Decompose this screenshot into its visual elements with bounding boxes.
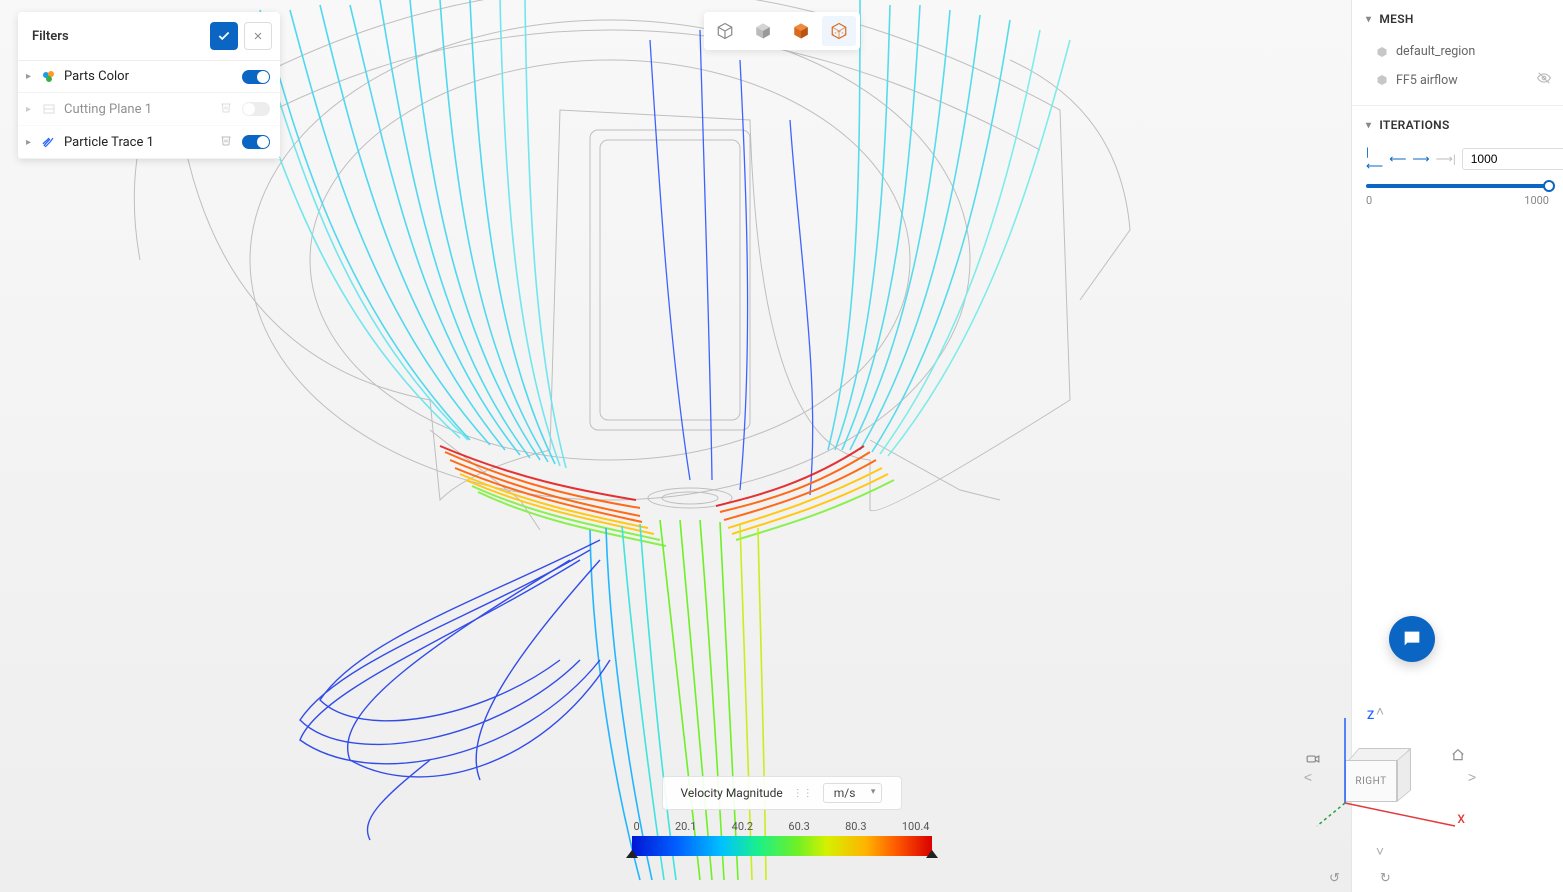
legend-tick: 40.2 [732,820,753,833]
cutting-plane-icon [42,102,56,116]
legend-field-label: Velocity Magnitude [681,786,783,800]
iterations-title: ITERATIONS [1379,118,1449,132]
delete-filter-button[interactable] [220,134,234,150]
iteration-prev-button[interactable]: ⟵ [1389,148,1406,170]
chevron-down-icon: ▾ [1366,14,1371,25]
check-icon [217,29,231,43]
iteration-first-button[interactable]: |⟵ [1366,148,1383,170]
expand-icon[interactable]: ▸ [26,104,34,115]
navcube-front-face[interactable]: RIGHT [1345,760,1397,802]
eye-off-icon [1537,71,1551,85]
filter-toggle-particle-trace[interactable] [242,135,270,149]
legend-tick: 60.3 [788,820,809,833]
filter-row-particle-trace[interactable]: ▸ Particle Trace 1 [18,126,280,159]
cube-shaded-icon [754,22,772,40]
mesh-section-header[interactable]: ▾ MESH [1352,0,1563,38]
render-mode-wireframe[interactable] [708,16,742,46]
legend-header[interactable]: Velocity Magnitude ⋮⋮ m/s [662,776,902,810]
filter-row-cutting-plane[interactable]: ▸ Cutting Plane 1 [18,93,280,126]
iteration-controls: |⟵ ⟵ ⟶ ⟶| [1352,144,1563,174]
slider-thumb[interactable] [1543,180,1555,192]
delete-filter-button[interactable] [220,101,234,117]
cube-orange-icon [792,22,810,40]
iteration-next-button[interactable]: ⟶ [1412,148,1429,170]
mesh-item-label: default_region [1396,44,1551,59]
render-mode-shaded-edges[interactable] [784,16,818,46]
expand-icon[interactable]: ▸ [26,71,34,82]
view-rotate-up[interactable]: ˄ [1371,702,1389,720]
filters-apply-button[interactable] [210,22,238,50]
filter-toggle-parts-color[interactable] [242,70,270,84]
drag-handle-icon[interactable]: ⋮⋮ [793,788,813,799]
filters-title: Filters [32,29,69,44]
view-roll-cw[interactable]: ↻ [1380,871,1391,886]
filter-label: Parts Color [64,69,234,84]
navcube[interactable]: RIGHT [1345,748,1417,806]
legend-tick: 80.3 [845,820,866,833]
view-rotate-right[interactable]: ˃ [1463,768,1481,786]
trash-icon [220,134,232,146]
iteration-slider[interactable] [1366,184,1549,188]
mesh-cube-icon [1376,74,1388,86]
iteration-value-input[interactable] [1462,148,1563,170]
mesh-cube-icon [1376,46,1388,58]
trash-icon [220,101,232,113]
iteration-last-button[interactable]: ⟶| [1436,148,1456,170]
filters-header: Filters [18,12,280,61]
visibility-toggle[interactable] [1537,71,1551,89]
chevron-down-icon: ▾ [1366,120,1371,131]
expand-icon[interactable]: ▸ [26,137,34,148]
slider-max: 1000 [1524,194,1549,207]
cube-transparent-icon [830,22,848,40]
chat-icon [1401,628,1423,650]
view-rotate-down[interactable]: ˅ [1371,842,1389,860]
filter-row-parts-color[interactable]: ▸ Parts Color [18,61,280,93]
legend-unit-select[interactable]: m/s [823,783,883,803]
render-mode-toolbar [704,12,860,50]
render-mode-transparent[interactable] [822,16,856,46]
legend-tick: 20.1 [675,820,696,833]
legend-gradient[interactable] [632,836,932,856]
slider-min: 0 [1366,194,1372,207]
mesh-item-label: FF5 airflow [1396,73,1529,88]
filter-label: Particle Trace 1 [64,135,212,150]
view-roll-ccw[interactable]: ↺ [1329,871,1340,886]
iterations-section-header[interactable]: ▾ ITERATIONS [1352,105,1563,144]
colormap-legend: Velocity Magnitude ⋮⋮ m/s 0 20.1 40.2 60… [632,776,932,856]
filters-close-button[interactable] [244,22,272,50]
help-chat-button[interactable] [1389,616,1435,662]
mesh-title: MESH [1379,12,1413,26]
filter-label: Cutting Plane 1 [64,102,212,117]
legend-tick: 100.4 [902,820,930,833]
close-icon [252,30,264,42]
iteration-slider-wrap: 0 1000 [1352,174,1563,213]
legend-tick: 0 [634,820,640,833]
cube-wireframe-icon [716,22,734,40]
filters-panel: Filters ▸ Parts Color ▸ Cutting Plane 1 … [18,12,280,159]
mesh-list: default_region FF5 airflow [1352,38,1563,105]
particle-trace-icon [42,135,56,149]
render-mode-shaded[interactable] [746,16,780,46]
home-view-button[interactable] [1451,748,1465,766]
view-orientation-gizmo: Z X RIGHT ˄ ˅ ˂ ˃ ↺ ↻ [1305,708,1455,858]
legend-ticks: 0 20.1 40.2 60.3 80.3 100.4 [632,820,932,833]
mesh-item[interactable]: FF5 airflow [1376,65,1551,95]
view-rotate-left[interactable]: ˂ [1299,768,1317,786]
axis-x-label: X [1457,812,1465,826]
parts-color-icon [42,70,56,84]
filter-toggle-cutting-plane[interactable] [242,102,270,116]
mesh-item[interactable]: default_region [1376,38,1551,65]
